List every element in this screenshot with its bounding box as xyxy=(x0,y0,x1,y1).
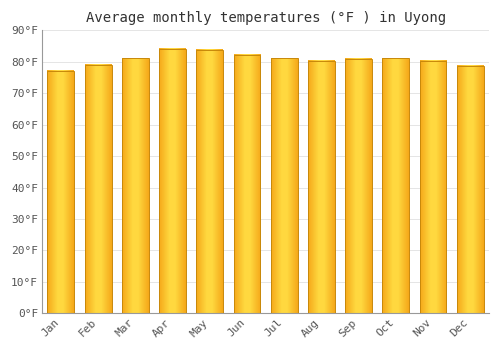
Bar xyxy=(122,58,148,313)
Bar xyxy=(48,71,74,313)
Bar xyxy=(420,61,446,313)
Bar xyxy=(382,58,409,313)
Bar xyxy=(159,49,186,313)
Bar xyxy=(196,50,223,313)
Title: Average monthly temperatures (°F ) in Uyong: Average monthly temperatures (°F ) in Uy… xyxy=(86,11,446,25)
Bar xyxy=(234,55,260,313)
Bar xyxy=(271,58,297,313)
Bar xyxy=(345,59,372,313)
Bar xyxy=(84,65,112,313)
Bar xyxy=(457,66,483,313)
Bar xyxy=(308,61,335,313)
